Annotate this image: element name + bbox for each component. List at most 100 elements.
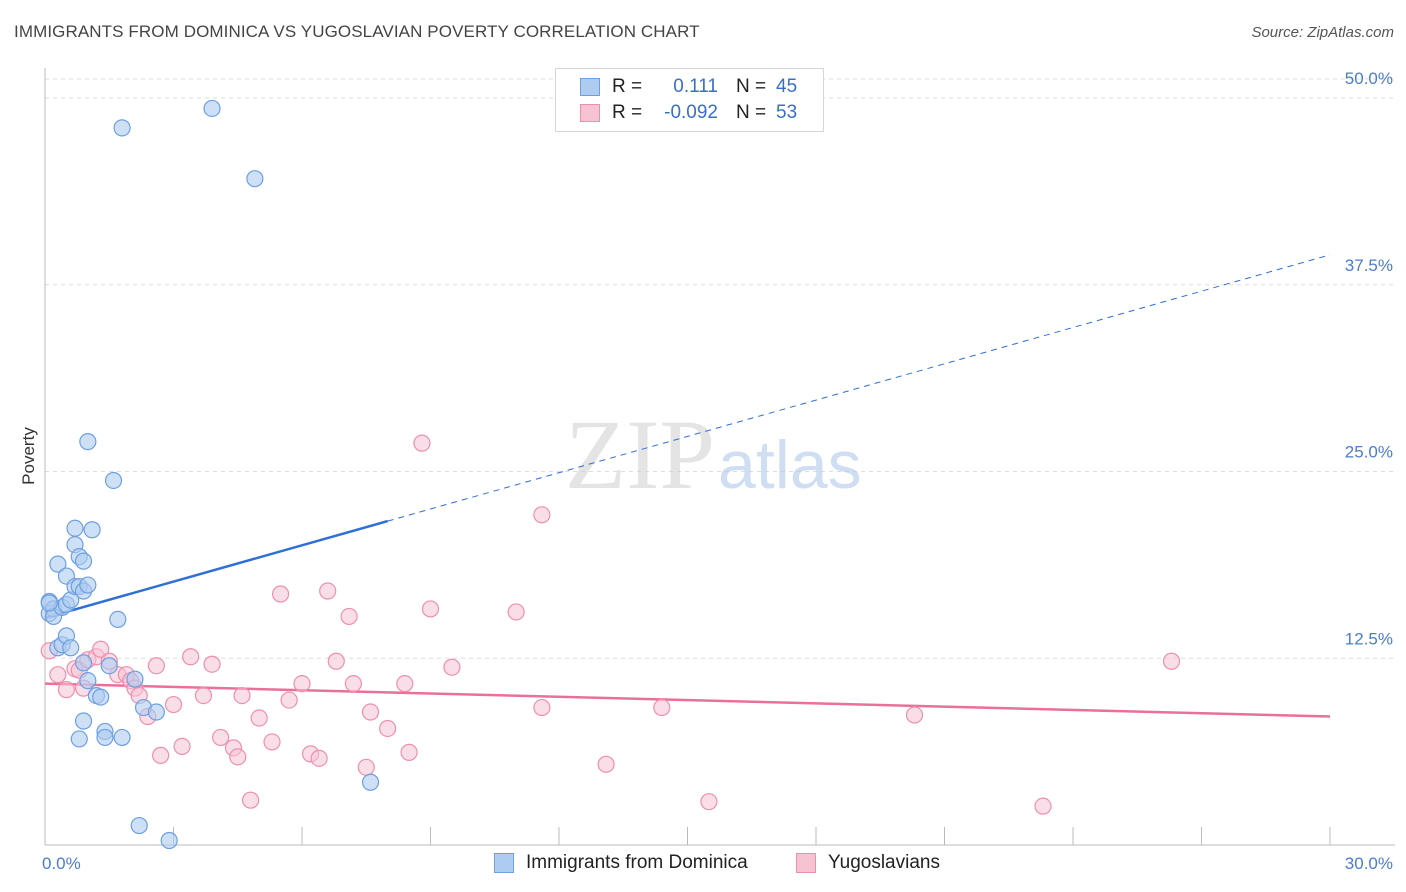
- trend-line-dominica-solid: [44, 519, 389, 620]
- trend-lines: [44, 254, 1331, 718]
- y-tick-label: 50.0%: [1345, 69, 1393, 88]
- data-point-dominica: [79, 576, 97, 594]
- y-tick-label: 12.5%: [1345, 629, 1393, 648]
- trend-line-dominica-dashed: [387, 254, 1331, 522]
- data-point-yugoslavians: [533, 698, 551, 717]
- data-point-dominica: [79, 672, 97, 690]
- data-point-dominica: [130, 816, 148, 835]
- legend-swatch-blue: [580, 78, 600, 96]
- watermark-zip: ZIP: [565, 399, 715, 510]
- data-point-yugoslavians: [152, 746, 170, 764]
- legend-swatch-blue: [494, 853, 514, 873]
- data-point-dominica: [361, 773, 380, 791]
- data-point-yugoslavians: [653, 698, 671, 717]
- data-point-dominica: [113, 119, 131, 137]
- data-point-dominica: [100, 657, 118, 675]
- data-point-dominica: [203, 99, 221, 118]
- data-point-dominica: [74, 654, 93, 672]
- axes: [44, 68, 1395, 846]
- data-point-yugoslavians: [229, 748, 247, 766]
- legend-item-dominica: Immigrants from Dominica: [494, 852, 748, 874]
- data-point-yugoslavians: [361, 703, 380, 721]
- data-point-dominica: [104, 471, 123, 490]
- data-point-yugoslavians: [533, 506, 551, 524]
- legend-n-value: 45: [776, 76, 798, 97]
- data-point-yugoslavians: [379, 719, 397, 738]
- data-point-yugoslavians: [396, 675, 414, 693]
- data-point-yugoslavians: [164, 695, 183, 714]
- data-point-yugoslavians: [400, 743, 418, 761]
- data-point-dominica: [160, 831, 178, 850]
- watermark-atlas: atlas: [718, 427, 862, 503]
- data-point-yugoslavians: [250, 709, 268, 727]
- data-point-yugoslavians: [1034, 797, 1052, 815]
- legend-label: Immigrants from Dominica: [526, 852, 748, 873]
- data-point-yugoslavians: [271, 585, 290, 603]
- data-point-yugoslavians: [203, 655, 221, 673]
- data-point-yugoslavians: [49, 666, 67, 684]
- data-point-dominica: [74, 552, 93, 570]
- data-point-yugoslavians: [421, 600, 440, 618]
- data-point-dominica: [109, 610, 127, 629]
- data-point-yugoslavians: [344, 675, 362, 693]
- legend-r-value: 0.111: [673, 76, 718, 97]
- legend-stats: R = 0.111 N = 45 R = -0.092 N = 53: [555, 68, 824, 132]
- data-point-yugoslavians: [212, 728, 230, 747]
- data-point-yugoslavians: [597, 755, 615, 773]
- data-point-yugoslavians: [233, 686, 251, 705]
- data-point-yugoslavians: [147, 657, 165, 675]
- legend-row-dominica: R = 0.111 N = 45: [580, 75, 797, 99]
- legend-r-label: R =: [612, 76, 643, 97]
- data-point-yugoslavians: [92, 640, 110, 658]
- data-point-dominica: [246, 170, 264, 188]
- data-point-yugoslavians: [413, 434, 431, 452]
- legend-series: Immigrants from Dominica Yugoslavians: [0, 852, 1406, 878]
- data-point-yugoslavians: [57, 681, 76, 699]
- data-point-yugoslavians: [242, 791, 260, 809]
- data-point-dominica: [62, 639, 80, 657]
- series-yugoslavians: [40, 434, 1181, 815]
- series-immigrants-from-dominica: [40, 99, 380, 850]
- data-point-dominica: [126, 670, 144, 688]
- data-point-yugoslavians: [182, 648, 200, 666]
- data-point-yugoslavians: [173, 737, 191, 755]
- legend-label: Yugoslavians: [828, 852, 940, 873]
- data-point-dominica: [49, 555, 67, 573]
- y-tick-label: 37.5%: [1345, 256, 1393, 275]
- data-point-yugoslavians: [700, 793, 718, 811]
- legend-r-label: R =: [612, 102, 643, 123]
- data-point-yugoslavians: [263, 733, 281, 751]
- chart-title: IMMIGRANTS FROM DOMINICA VS YUGOSLAVIAN …: [14, 22, 700, 41]
- data-point-dominica: [40, 594, 58, 612]
- data-point-dominica: [66, 519, 84, 537]
- legend-n-label: N =: [736, 102, 767, 123]
- legend-n-label: N =: [736, 76, 767, 97]
- legend-swatch-pink: [796, 853, 816, 873]
- data-point-yugoslavians: [443, 658, 461, 676]
- data-point-yugoslavians: [310, 749, 328, 767]
- source-label: Source: ZipAtlas.com: [1251, 24, 1394, 41]
- y-axis-label: Poverty: [19, 427, 38, 485]
- data-point-dominica: [83, 521, 101, 539]
- data-point-dominica: [79, 433, 97, 451]
- data-point-yugoslavians: [507, 603, 525, 621]
- legend-item-yugoslavians: Yugoslavians: [796, 852, 940, 874]
- legend-n-value: 53: [776, 102, 798, 123]
- data-point-dominica: [74, 712, 93, 730]
- data-point-yugoslavians: [293, 675, 311, 693]
- data-point-yugoslavians: [357, 758, 375, 776]
- data-point-yugoslavians: [280, 691, 298, 709]
- data-point-yugoslavians: [327, 652, 345, 670]
- legend-swatch-pink: [580, 104, 600, 122]
- data-point-dominica: [113, 728, 131, 747]
- data-point-dominica: [96, 728, 114, 747]
- data-point-yugoslavians: [194, 686, 213, 705]
- x-tick-label: 0.0%: [42, 854, 81, 873]
- data-point-dominica: [92, 688, 110, 706]
- trend-line-yugoslavians: [44, 682, 1331, 718]
- y-tick-label: 25.0%: [1345, 443, 1393, 462]
- data-point-dominica: [147, 703, 165, 721]
- x-tick-label: 30.0%: [1345, 854, 1393, 873]
- data-point-yugoslavians: [319, 582, 337, 600]
